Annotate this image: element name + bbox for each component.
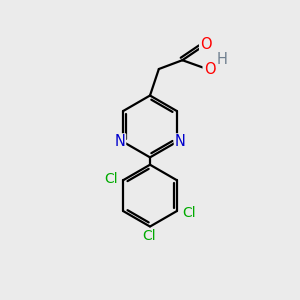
Text: N: N bbox=[114, 134, 125, 149]
Text: Cl: Cl bbox=[142, 229, 156, 243]
Text: O: O bbox=[204, 62, 215, 77]
Text: N: N bbox=[175, 134, 186, 149]
Text: Cl: Cl bbox=[104, 172, 118, 186]
Text: H: H bbox=[217, 52, 228, 68]
Text: O: O bbox=[200, 37, 212, 52]
Text: Cl: Cl bbox=[182, 206, 196, 220]
